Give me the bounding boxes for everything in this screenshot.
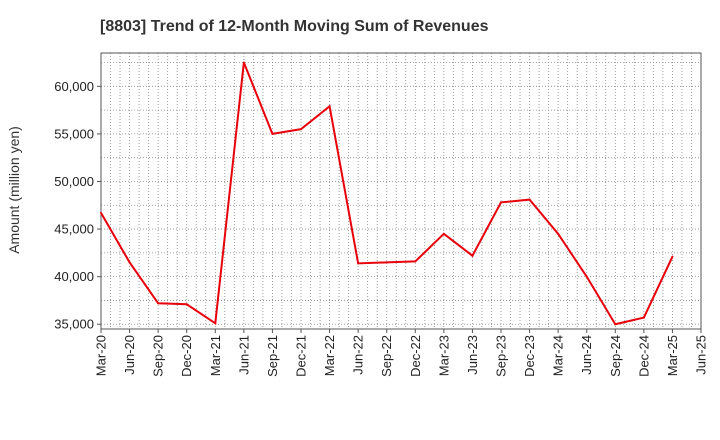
data-point [471,254,474,257]
y-tick-label: 45,000 [54,222,94,237]
x-tick-label: Jun-21 [236,335,251,375]
x-tick-label: Mar-20 [94,335,109,376]
data-point [385,261,388,264]
data-point [157,302,160,305]
data-point [671,255,674,258]
data-point [214,322,217,325]
y-tick-label: 60,000 [54,79,94,94]
x-axis-ticks: Mar-20 Jun-20 Sep-20 Dec-20 Mar-21 Jun-21 Sep-… [94,329,709,377]
x-tick-label: Mar-24 [551,335,566,376]
data-point [557,232,560,235]
x-tick-label: Sep-21 [265,335,280,377]
y-axis-ticks: 35,000 40,000 45,000 50,000 55,000 60,000 [54,79,101,332]
plot-frame [100,52,702,330]
y-axis-label: Amount (million yen) [6,126,22,254]
data-point [357,262,360,265]
x-tick-label: Sep-23 [494,335,509,377]
x-tick-label: Jun-25 [694,335,709,375]
x-tick-label: Mar-21 [208,335,223,376]
data-point [100,211,102,214]
grid-layer [101,53,701,329]
x-tick-label: Dec-22 [408,335,423,377]
data-point [328,105,331,108]
data-point [271,132,274,135]
data-point [414,260,417,263]
x-tick-label: Sep-24 [608,335,623,377]
x-tick-label: Sep-22 [379,335,394,377]
x-tick-label: Jun-22 [351,335,366,375]
y-tick-label: 55,000 [54,126,94,141]
data-point [185,303,188,306]
x-tick-label: Sep-20 [151,335,166,377]
data-point [500,201,502,204]
data-point [242,61,245,64]
x-tick-label: Jun-24 [579,335,594,375]
data-point [614,323,617,326]
x-tick-label: Jun-23 [465,335,480,375]
x-tick-label: Jun-20 [122,335,137,375]
data-point [528,198,531,201]
data-point [585,275,588,278]
series-layer [100,61,674,326]
x-tick-label: Dec-21 [294,335,309,377]
y-tick-label: 40,000 [54,269,94,284]
x-tick-label: Mar-22 [322,335,337,376]
data-point [300,128,302,131]
x-tick-label: Dec-24 [636,335,651,377]
data-point [442,232,445,235]
x-tick-label: Dec-23 [522,335,537,377]
x-tick-label: Mar-25 [665,335,680,376]
x-tick-label: Mar-23 [436,335,451,376]
y-tick-label: 50,000 [54,174,94,189]
data-point [128,261,131,264]
data-point [642,316,645,319]
x-tick-label: Dec-20 [179,335,194,377]
y-tick-label: 35,000 [54,317,94,332]
chart-title: [8803] Trend of 12-Month Moving Sum of R… [100,18,489,35]
